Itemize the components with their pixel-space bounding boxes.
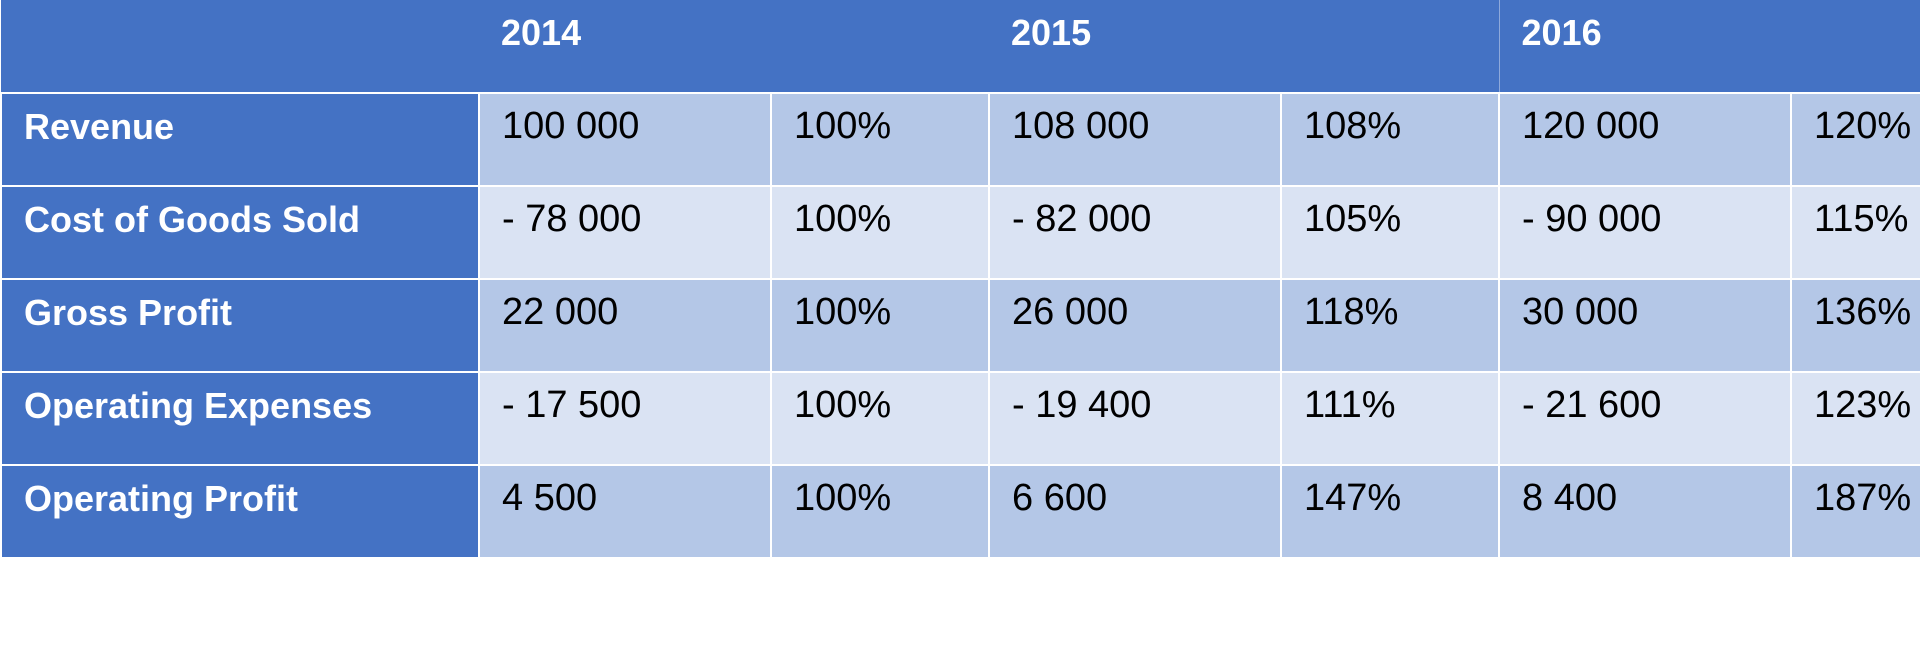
- pct-2016: 136%: [1790, 278, 1920, 373]
- value-2016: - 90 000: [1498, 185, 1792, 280]
- table-row-revenue: Revenue 100 000 100% 108 000 108% 120 00…: [0, 92, 1920, 187]
- pct-2014: 100%: [770, 185, 990, 280]
- table-row-cogs: Cost of Goods Sold - 78 000 100% - 82 00…: [0, 185, 1920, 280]
- value-2015: - 82 000: [988, 185, 1282, 280]
- pct-2016: 187%: [1790, 464, 1920, 559]
- value-2016: 8 400: [1498, 464, 1792, 559]
- value-2015: - 19 400: [988, 371, 1282, 466]
- value-2015: 108 000: [988, 92, 1282, 187]
- header-year-2015: 2015: [989, 0, 1499, 94]
- row-label: Gross Profit: [0, 278, 480, 373]
- row-label: Cost of Goods Sold: [0, 185, 480, 280]
- value-2014: - 17 500: [478, 371, 772, 466]
- pct-2014: 100%: [770, 278, 990, 373]
- row-label: Operating Profit: [0, 464, 480, 559]
- income-statement-table: 2014 2015 2016 Revenue 100 000 100% 108 …: [0, 0, 1920, 559]
- value-2016: 120 000: [1498, 92, 1792, 187]
- value-2015: 26 000: [988, 278, 1282, 373]
- pct-2014: 100%: [770, 92, 990, 187]
- financial-table-wrapper: 2014 2015 2016 Revenue 100 000 100% 108 …: [0, 0, 1920, 559]
- row-label: Revenue: [0, 92, 480, 187]
- value-2016: - 21 600: [1498, 371, 1792, 466]
- header-row: 2014 2015 2016: [1, 0, 1920, 94]
- header-year-2014: 2014: [479, 0, 989, 94]
- table-row-operating-profit: Operating Profit 4 500 100% 6 600 147% 8…: [0, 464, 1920, 559]
- header-empty-cell: [1, 0, 479, 94]
- pct-2016: 120%: [1790, 92, 1920, 187]
- pct-2015: 111%: [1280, 371, 1500, 466]
- pct-2016: 115%: [1790, 185, 1920, 280]
- table-row-gross-profit: Gross Profit 22 000 100% 26 000 118% 30 …: [0, 278, 1920, 373]
- value-2015: 6 600: [988, 464, 1282, 559]
- row-label: Operating Expenses: [0, 371, 480, 466]
- pct-2016: 123%: [1790, 371, 1920, 466]
- header-year-2016: 2016: [1498, 0, 1920, 94]
- value-2014: 22 000: [478, 278, 772, 373]
- value-2014: 4 500: [478, 464, 772, 559]
- pct-2015: 118%: [1280, 278, 1500, 373]
- pct-2015: 147%: [1280, 464, 1500, 559]
- table-row-operating-expenses: Operating Expenses - 17 500 100% - 19 40…: [0, 371, 1920, 466]
- pct-2015: 108%: [1280, 92, 1500, 187]
- value-2014: 100 000: [478, 92, 772, 187]
- value-2016: 30 000: [1498, 278, 1792, 373]
- value-2014: - 78 000: [478, 185, 772, 280]
- pct-2014: 100%: [770, 371, 990, 466]
- pct-2015: 105%: [1280, 185, 1500, 280]
- pct-2014: 100%: [770, 464, 990, 559]
